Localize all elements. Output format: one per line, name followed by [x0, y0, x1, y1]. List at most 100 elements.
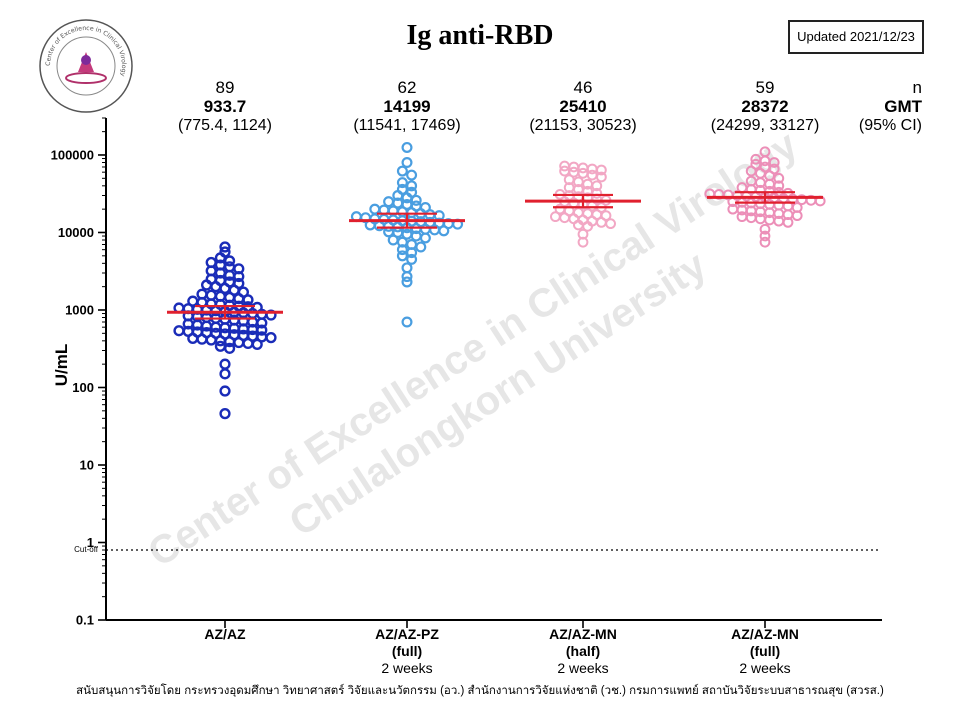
group-ci: (775.4, 1124) — [178, 117, 272, 134]
data-point — [406, 180, 418, 192]
group-n: 62 — [397, 78, 417, 97]
data-point — [233, 336, 245, 349]
data-point — [401, 156, 413, 168]
stats-layer — [167, 191, 823, 320]
data-point — [605, 218, 616, 230]
data-point — [396, 250, 408, 262]
data-point — [219, 358, 231, 370]
data-point — [550, 211, 561, 223]
data-point — [242, 294, 254, 306]
group-gmt: 25410 — [559, 97, 607, 116]
data-point — [265, 332, 277, 344]
x-tick-label: AZ/AZ-MN — [549, 626, 617, 642]
y-tick-label: 1 — [87, 535, 94, 550]
x-tick-label: AZ/AZ — [204, 626, 246, 642]
stats-group-az-az: 89 933.7 (775.4, 1124) — [140, 78, 310, 136]
data-point — [759, 236, 771, 248]
data-point — [419, 223, 431, 235]
stats-group-az-az-mn-full: 59 28372 (24299, 33127) — [680, 78, 850, 136]
data-point — [401, 316, 413, 328]
data-point — [401, 262, 413, 274]
data-point — [596, 216, 607, 228]
data-point — [173, 325, 185, 337]
data-point — [401, 271, 413, 283]
stats-legend-ci: (95% CI) — [858, 117, 922, 134]
data-point — [759, 223, 771, 235]
data-point — [256, 324, 268, 336]
stats-legend: n GMT (95% CI) — [830, 78, 922, 136]
data-point — [406, 253, 418, 265]
group-n: 46 — [573, 78, 593, 97]
data-point — [438, 225, 450, 237]
data-point — [219, 241, 231, 253]
data-point — [369, 203, 381, 215]
data-point — [401, 276, 413, 288]
data-point — [559, 212, 570, 224]
data-point — [791, 210, 803, 222]
stats-legend-gmt: GMT — [884, 97, 922, 116]
data-point — [214, 252, 227, 264]
data-point — [415, 241, 427, 253]
data-point — [251, 338, 263, 350]
data-point — [256, 317, 268, 329]
x-tick-label: AZ/AZ-MN — [731, 626, 799, 642]
data-point — [586, 169, 598, 181]
chart-title: Ig anti-RBD — [406, 20, 554, 51]
watermark-line-2: Chulalongkorn University — [282, 243, 715, 545]
data-point — [582, 220, 593, 232]
data-point — [396, 165, 408, 177]
data-point — [233, 270, 245, 283]
data-point — [591, 187, 603, 199]
data-point — [224, 255, 236, 267]
y-tick-label: 100 — [72, 380, 94, 395]
data-point — [410, 194, 422, 206]
group-gmt: 14199 — [383, 97, 431, 116]
updated-badge: Updated 2021/12/23 — [788, 20, 924, 54]
y-tick-label: 0.1 — [76, 613, 94, 628]
x-tick-label: 2 weeks — [381, 660, 432, 676]
data-point — [782, 216, 794, 228]
group-ci: (11541, 17469) — [353, 117, 461, 134]
x-tick-label: 2 weeks — [557, 660, 608, 676]
data-point — [224, 342, 236, 354]
data-point — [387, 234, 399, 246]
data-point — [205, 334, 217, 346]
y-tick-label: 10000 — [58, 225, 94, 240]
data-point — [265, 309, 277, 321]
data-point — [396, 206, 408, 218]
data-point — [219, 368, 231, 380]
y-tick-label: 1000 — [65, 302, 94, 317]
data-point — [773, 180, 785, 192]
stats-legend-n: n — [912, 78, 922, 97]
data-point — [242, 337, 254, 350]
x-tick-label: (half) — [566, 643, 600, 659]
data-point — [396, 244, 408, 256]
data-point — [373, 220, 385, 232]
x-tick-label: (full) — [750, 643, 780, 659]
data-point — [768, 157, 780, 168]
cutoff-label: Cut-off — [74, 545, 99, 554]
data-point — [419, 232, 431, 244]
y-tick-label: 100000 — [51, 147, 94, 162]
group-gmt: 28372 — [741, 97, 789, 116]
y-axis-label: U/mL — [52, 344, 71, 387]
y-tick-label: 10 — [80, 457, 94, 472]
data-point — [219, 408, 231, 420]
logo: Center of Excellence in Clinical Virolog… — [39, 19, 133, 113]
data-point — [759, 230, 771, 242]
data-point — [401, 141, 413, 153]
group-gmt: 933.7 — [203, 97, 247, 116]
data-point — [591, 180, 603, 192]
group-ci: (21153, 30523) — [529, 117, 637, 134]
group-n: 89 — [215, 78, 235, 97]
data-point — [187, 332, 199, 344]
data-point — [406, 169, 418, 181]
data-point — [577, 236, 589, 248]
funding-footer: สนับสนุนการวิจัยโดย กระทรวงอุดมศึกษา วิท… — [76, 685, 884, 697]
axis-layer: 0.1 1 10 100 1000 10000 100000 Cut-off AZ/AZ AZ/A… — [51, 117, 882, 676]
data-point — [406, 247, 418, 259]
data-point — [219, 385, 231, 397]
x-tick-label: 2 weeks — [739, 660, 790, 676]
data-point — [773, 172, 785, 184]
